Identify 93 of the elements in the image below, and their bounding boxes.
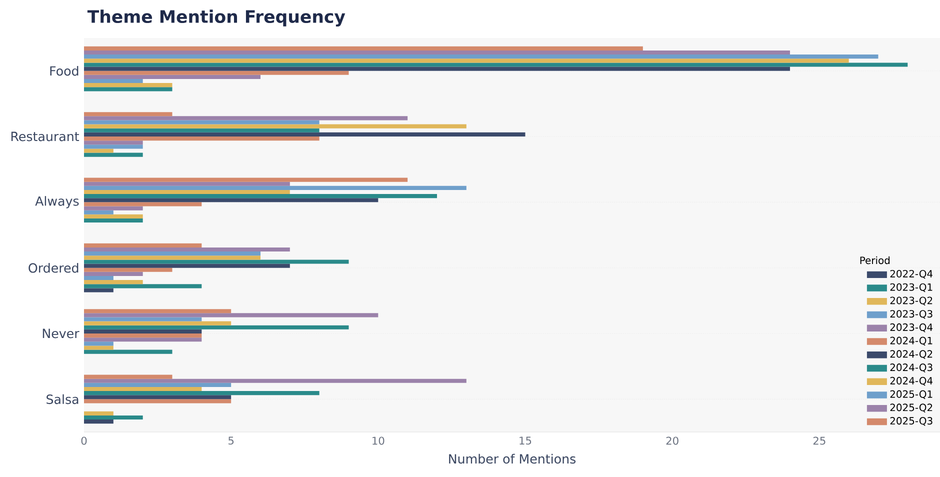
legend-label: 2023-Q3 — [890, 310, 932, 319]
bar — [84, 415, 143, 420]
bar — [84, 334, 202, 338]
bar — [84, 272, 143, 276]
bar — [84, 420, 114, 424]
bar — [84, 54, 878, 59]
bar — [84, 309, 232, 314]
x-tick-label: 10 — [372, 436, 384, 445]
bar — [84, 256, 260, 260]
bar — [84, 124, 466, 128]
bar — [84, 136, 320, 141]
bar — [84, 329, 202, 334]
bar — [84, 202, 202, 206]
bar — [84, 116, 408, 120]
legend-label: 2024-Q1 — [890, 336, 932, 346]
bar — [84, 144, 143, 149]
bar — [84, 46, 643, 50]
legend-label: 2025-Q2 — [890, 404, 932, 412]
bar — [84, 284, 202, 288]
bar — [84, 313, 378, 318]
bar — [84, 194, 437, 198]
bar — [84, 264, 290, 268]
bar — [84, 83, 172, 88]
legend-label: 2024-Q4 — [890, 376, 933, 386]
legend-label: 2025-Q3 — [890, 417, 932, 426]
bar — [84, 374, 172, 379]
y-tick-label: Always — [35, 196, 79, 208]
legend-label: 2023-Q4 — [890, 323, 933, 332]
bar — [84, 50, 790, 55]
bar — [84, 206, 143, 210]
y-tick-label: Salsa — [46, 394, 78, 404]
bar — [84, 260, 349, 264]
bar — [84, 325, 349, 330]
bar — [84, 182, 290, 186]
bar — [84, 140, 143, 145]
bar — [84, 386, 202, 392]
bar — [84, 399, 232, 404]
bar — [84, 190, 290, 194]
bar — [84, 276, 114, 280]
bar — [84, 350, 172, 354]
bar — [84, 268, 172, 272]
bar — [84, 411, 114, 416]
bar — [84, 214, 143, 218]
bar — [84, 198, 378, 202]
bar — [84, 382, 232, 387]
x-tick-label: 5 — [228, 436, 234, 445]
legend-label: 2023-Q2 — [890, 296, 932, 306]
bar — [84, 132, 526, 137]
x-tick-label: 20 — [666, 436, 678, 445]
bar — [84, 218, 143, 223]
bar — [84, 148, 114, 153]
bar — [84, 280, 143, 284]
bar — [84, 342, 114, 346]
chart-title: Theme Mention Frequency — [87, 10, 346, 27]
y-tick-label: Food — [50, 66, 78, 76]
bar — [84, 395, 232, 400]
bar — [84, 178, 408, 182]
bar — [84, 62, 908, 67]
bar — [84, 346, 114, 350]
bar — [84, 186, 466, 190]
bar — [84, 87, 172, 92]
y-tick-label: Ordered — [28, 262, 78, 273]
bar — [84, 112, 172, 116]
bar — [84, 66, 790, 71]
bar — [84, 128, 320, 132]
legend-label: 2025-Q1 — [890, 390, 932, 399]
y-tick-label: Restaurant — [11, 132, 80, 142]
x-tick-label: 15 — [520, 436, 532, 445]
bar — [84, 252, 260, 256]
bar — [84, 120, 320, 124]
bar — [84, 378, 466, 383]
bar — [84, 152, 143, 157]
x-tick-label: 0 — [81, 436, 87, 445]
legend-title: Period — [860, 256, 890, 264]
legend-label: 2023-Q1 — [890, 283, 932, 292]
bar — [84, 317, 202, 322]
bar — [84, 338, 202, 342]
bar — [84, 78, 143, 84]
y-tick-label: Never — [42, 328, 80, 338]
legend-label: 2024-Q3 — [890, 364, 932, 372]
bar — [84, 391, 320, 396]
bar — [84, 288, 114, 292]
legend-label: 2022-Q4 — [890, 270, 933, 279]
bar — [84, 58, 849, 63]
x-axis-title: Number of Mentions — [449, 454, 576, 464]
legend-label: 2024-Q2 — [890, 350, 932, 359]
x-tick-label: 25 — [813, 436, 826, 445]
bar — [84, 243, 202, 248]
bar — [84, 70, 349, 75]
bar — [84, 74, 260, 79]
bar — [84, 247, 290, 252]
bar — [84, 321, 232, 326]
bar — [84, 210, 114, 214]
